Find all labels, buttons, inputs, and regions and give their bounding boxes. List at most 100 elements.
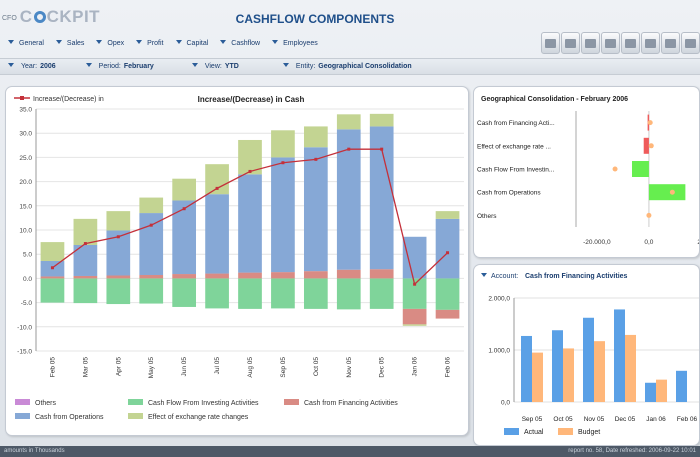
- x-tick-label: Feb 06: [445, 357, 452, 378]
- chevron-down-icon: [175, 39, 182, 44]
- acct-bar-actual: [583, 317, 594, 402]
- pdf-button[interactable]: [621, 32, 640, 54]
- bar-cash-flow-from-investing-activities: [303, 278, 328, 309]
- filter-view[interactable]: View: YTD: [191, 63, 239, 70]
- account-label: Account:: [491, 273, 518, 280]
- menu-item-profit[interactable]: Profit: [136, 39, 164, 47]
- help-button[interactable]: [661, 32, 680, 54]
- chevron-down-icon: [136, 39, 143, 44]
- filter-value: YTD: [224, 63, 239, 70]
- account-chart-panel: Account: Cash from Financing Activities 2.…: [473, 264, 700, 446]
- line-point: [149, 223, 153, 227]
- geo-chart: Geographical Consolidation - February 20…: [477, 96, 699, 246]
- bar-effect-of-exchange-rate-changes: [205, 164, 229, 195]
- bar-cash-from-financing-activities: [369, 269, 394, 279]
- geo-x-tick-label: 0,0: [644, 239, 653, 246]
- legend-label: Cash from Financing Activities: [304, 400, 398, 407]
- bar-cash-from-operations: [139, 213, 164, 276]
- cashflow-chart-panel: Increase/(Decrease) in Increase/(Decrease…: [5, 86, 469, 436]
- y-tick-label: 5.0: [23, 252, 32, 259]
- acct-x-tick-label: Sep 05: [522, 416, 543, 423]
- filter-year[interactable]: Year: 2006: [8, 63, 56, 70]
- bar-cash-from-operations: [435, 218, 460, 279]
- print-icon: [565, 38, 576, 48]
- acct-bar-budget: [656, 379, 667, 402]
- bar-cash-from-financing-activities: [435, 309, 460, 319]
- menu-item-general[interactable]: General: [8, 39, 44, 47]
- geo-budget-marker: [669, 189, 675, 195]
- chart-title: Increase/(Decrease) in Cash: [198, 95, 305, 104]
- legend-swatch: [284, 399, 299, 405]
- settings-icon: [585, 38, 596, 48]
- bar-cash-from-financing-activities: [205, 273, 229, 279]
- bar-cash-flow-from-investing-activities: [238, 278, 262, 309]
- menu-item-label: Sales: [66, 39, 85, 47]
- geo-category-label: Cash from Financing Acti...: [477, 120, 555, 127]
- logo-prefix: CFO: [2, 14, 17, 22]
- status-bar: amounts in Thousands report no. 58, Date…: [0, 446, 700, 457]
- bar-cash-from-operations: [205, 194, 229, 274]
- bar-cash-flow-from-investing-activities: [205, 278, 229, 309]
- logo: CFO C CKPIT: [2, 6, 100, 28]
- bar-cash-from-operations: [73, 245, 98, 276]
- print-button[interactable]: [561, 32, 580, 54]
- x-tick-label: Aug 05: [247, 357, 254, 378]
- bar-cash-from-financing-activities: [303, 271, 328, 279]
- bar-effect-of-exchange-rate-changes: [238, 139, 262, 175]
- menu-item-cashflow[interactable]: Cashflow: [220, 39, 260, 47]
- acct-x-tick-label: Oct 05: [553, 416, 573, 423]
- menu-item-label: General: [19, 39, 44, 47]
- bar-cash-flow-from-investing-activities: [271, 278, 295, 309]
- geo-actual-bar: [643, 137, 649, 154]
- chevron-down-icon: [85, 63, 92, 67]
- table-button[interactable]: [601, 32, 620, 54]
- filter-period[interactable]: Period: February: [85, 63, 154, 70]
- filter-entity[interactable]: Entity: Geographical Consolidation: [282, 63, 412, 70]
- x-tick-label: Dec 05: [379, 357, 386, 378]
- bar-cash-from-operations: [172, 200, 197, 275]
- line-point: [281, 161, 285, 165]
- acct-bar-budget: [532, 352, 543, 402]
- acct-bar-actual: [676, 370, 687, 402]
- home-button[interactable]: [541, 32, 560, 54]
- line-point: [215, 186, 219, 190]
- legend-swatch: [15, 399, 30, 405]
- acct-legend-label: Budget: [578, 429, 600, 436]
- menu-item-opex[interactable]: Opex: [96, 39, 124, 47]
- legend-swatch: [128, 413, 143, 419]
- bar-effect-of-exchange-rate-changes: [139, 197, 164, 214]
- line-point: [248, 169, 252, 173]
- geo-category-label: Cash from Operations: [477, 190, 541, 197]
- y-tick-label: 25.0: [19, 155, 32, 162]
- bar-effect-of-exchange-rate-changes: [402, 324, 427, 326]
- bar-cash-from-operations: [271, 157, 295, 273]
- logo-ring-icon: [33, 11, 46, 23]
- legend-swatch: [15, 413, 30, 419]
- excel-button[interactable]: [641, 32, 660, 54]
- x-tick-label: May 05: [148, 357, 155, 379]
- bar-cash-from-financing-activities: [73, 275, 98, 279]
- bar-cash-from-financing-activities: [106, 275, 131, 279]
- geo-budget-marker: [647, 120, 653, 126]
- x-tick-label: Nov 05: [346, 357, 353, 378]
- exit-button[interactable]: [681, 32, 700, 54]
- y-tick-label: 30.0: [19, 131, 32, 138]
- menu-item-sales[interactable]: Sales: [55, 39, 85, 47]
- line-point: [380, 147, 384, 151]
- filter-value: Geographical Consolidation: [318, 63, 412, 70]
- filter-label: Entity:: [295, 63, 316, 70]
- chevron-down-icon: [282, 63, 289, 67]
- bar-cash-from-operations: [336, 129, 361, 270]
- bar-cash-from-operations: [238, 174, 262, 273]
- x-tick-label: Jun 05: [181, 357, 188, 377]
- bar-effect-of-exchange-rate-changes: [106, 211, 131, 231]
- settings-button[interactable]: [581, 32, 600, 54]
- menu-item-employees[interactable]: Employees: [272, 39, 318, 47]
- geo-category-label: Cash Flow From Investin...: [477, 167, 554, 174]
- cashflow-chart: Increase/(Decrease) in Increase/(Decrease…: [14, 95, 464, 421]
- chevron-down-icon: [96, 39, 103, 44]
- menu-item-capital[interactable]: Capital: [175, 39, 208, 47]
- y-tick-label: 10.0: [19, 228, 32, 235]
- geo-actual-bar: [631, 161, 649, 177]
